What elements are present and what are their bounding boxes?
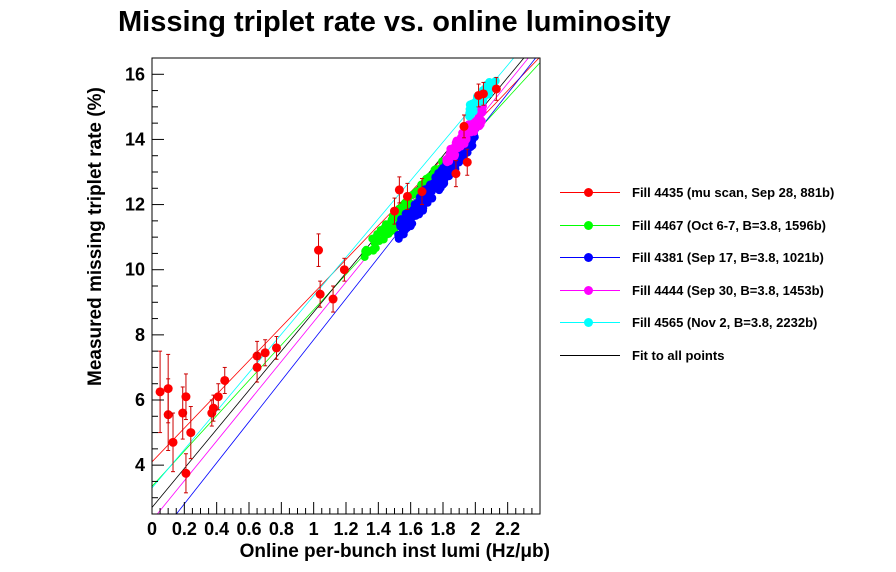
band-point <box>470 98 479 107</box>
legend-label: Fill 4381 (Sep 17, B=3.8, 1021b) <box>632 250 824 265</box>
legend: Fill 4435 (mu scan, Sep 28, 881b) Fill 4… <box>555 176 875 371</box>
data-point <box>462 157 472 167</box>
legend-label: Fill 4435 (mu scan, Sep 28, 881b) <box>632 185 835 200</box>
band-point <box>406 219 415 228</box>
chart-title: Missing triplet rate vs. online luminosi… <box>118 6 671 38</box>
band-point <box>439 171 448 180</box>
x-tick-label: 0.4 <box>204 519 229 539</box>
data-point <box>459 121 469 131</box>
x-tick-label: 1.4 <box>366 519 391 539</box>
data-point <box>181 468 191 478</box>
x-tick-label: 1 <box>309 519 319 539</box>
y-tick-label: 12 <box>125 195 145 215</box>
legend-entry: Fit to all points <box>555 339 875 372</box>
data-point <box>339 265 349 275</box>
band-point <box>399 200 408 209</box>
band-point <box>491 76 500 85</box>
legend-line <box>560 354 620 356</box>
x-tick-label: 1.6 <box>398 519 423 539</box>
y-axis: 4 6 8 10 12 14 16 <box>125 57 164 499</box>
data-point <box>417 187 427 197</box>
y-axis-label: Measured missing triplet rate (%) <box>85 87 106 386</box>
band-point <box>475 119 484 128</box>
y-tick-label: 16 <box>125 64 145 84</box>
band-points <box>360 76 500 261</box>
data-point <box>213 392 223 402</box>
band-point <box>386 227 395 236</box>
legend-entry: Fill 4444 (Sep 30, B=3.8, 1453b) <box>555 274 875 307</box>
data-point <box>478 89 488 99</box>
data-point <box>315 289 325 299</box>
x-tick-label: 0.6 <box>236 519 261 539</box>
x-tick-label: 0.8 <box>269 519 294 539</box>
legend-marker <box>584 318 593 327</box>
legend-entry: Fill 4565 (Nov 2, B=3.8, 2232b) <box>555 306 875 339</box>
legend-entry: Fill 4435 (mu scan, Sep 28, 881b) <box>555 176 875 209</box>
legend-label: Fill 4444 (Sep 30, B=3.8, 1453b) <box>632 282 824 298</box>
data-points <box>155 77 501 494</box>
band-point <box>453 139 462 148</box>
legend-label: Fill 4467 (Oct 6-7, B=3.8, 1596b) <box>632 217 827 233</box>
data-point <box>328 294 338 304</box>
y-tick-label: 10 <box>125 260 145 280</box>
data-point <box>314 245 324 255</box>
data-point <box>186 428 196 438</box>
band-point <box>446 149 455 158</box>
legend-label: Fill 4565 (Nov 2, B=3.8, 2232b) <box>632 315 818 330</box>
band-point <box>443 158 452 167</box>
x-tick-label: 1.2 <box>333 519 358 539</box>
data-point <box>451 169 461 179</box>
legend-entry: Fill 4381 (Sep 17, B=3.8, 1021b) <box>555 241 875 274</box>
data-point <box>168 437 178 447</box>
band-point <box>469 107 478 116</box>
x-tick-label: 2 <box>470 519 480 539</box>
band-point <box>408 212 417 221</box>
band-point <box>376 226 385 235</box>
x-tick-label: 1.8 <box>430 519 455 539</box>
data-point <box>181 392 191 402</box>
band-point <box>362 245 371 254</box>
data-point <box>208 403 218 413</box>
legend-entry: Fill 4467 (Oct 6-7, B=3.8, 1596b) <box>555 209 875 242</box>
x-tick-label: 0.2 <box>172 519 197 539</box>
band-point <box>427 187 436 196</box>
data-point <box>163 384 173 394</box>
band-point <box>459 151 468 160</box>
legend-marker <box>584 253 593 262</box>
data-point <box>252 362 262 372</box>
y-tick-label: 14 <box>125 129 145 149</box>
legend-marker <box>584 285 593 295</box>
data-point <box>390 206 399 216</box>
x-axis-label: Online per-bunch inst lumi (Hz/μb) <box>240 541 550 562</box>
x-tick-label: 2.2 <box>495 519 520 539</box>
legend-label: Fit to all points <box>632 347 725 363</box>
data-point <box>402 191 412 201</box>
band-point <box>399 229 408 238</box>
data-point <box>260 348 270 358</box>
band-point <box>419 204 428 213</box>
data-point <box>155 387 165 397</box>
x-tick-label: 0 <box>147 519 157 539</box>
x-axis: 0 0.2 0.4 0.6 0.8 1 1.2 1.4 1.6 1.8 2 2.2 <box>147 502 541 539</box>
y-tick-label: 6 <box>135 390 145 410</box>
data-point <box>491 84 501 94</box>
band-point <box>381 220 390 229</box>
band-point <box>372 237 381 246</box>
y-tick-label: 4 <box>135 455 145 475</box>
band-point <box>371 244 380 253</box>
legend-marker <box>584 188 593 197</box>
band-point <box>436 183 445 192</box>
band-point <box>379 235 388 244</box>
y-tick-label: 8 <box>135 325 145 345</box>
data-point <box>394 185 404 195</box>
data-point <box>220 375 230 385</box>
legend-marker <box>584 220 593 230</box>
data-point <box>271 343 281 353</box>
data-point <box>178 408 188 418</box>
